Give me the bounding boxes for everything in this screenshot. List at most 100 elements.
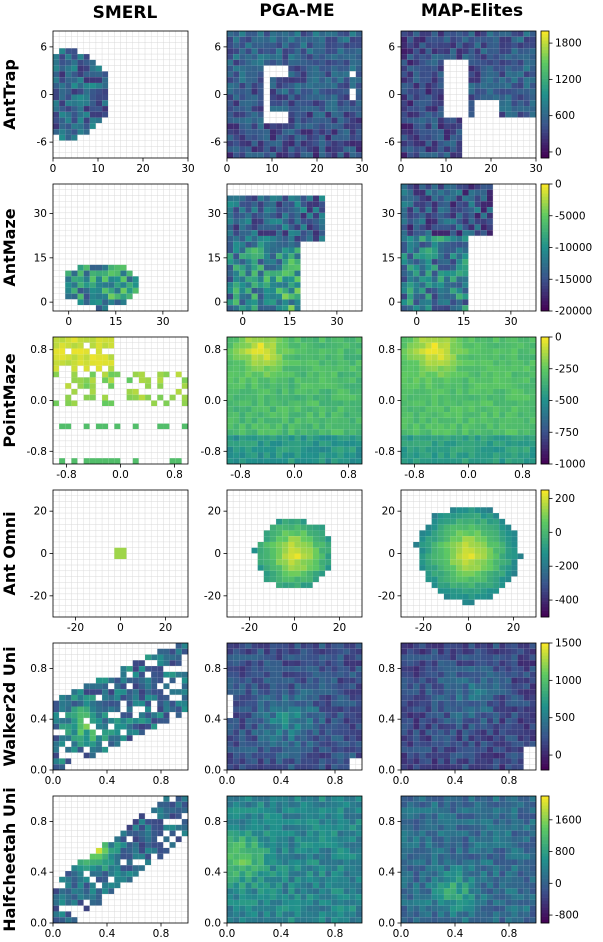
grid-cell: [401, 276, 408, 283]
grid-cell: [138, 235, 146, 242]
grid-cell: [276, 400, 283, 407]
grid-cell: [523, 152, 531, 159]
grid-cell: [449, 59, 457, 66]
grid-cell: [269, 388, 277, 395]
grid-cell: [150, 365, 158, 372]
grid-cell: [233, 282, 240, 288]
grid-cell: [95, 512, 103, 520]
grid-cell: [95, 382, 103, 390]
grid-cell: [175, 76, 183, 84]
grid-cell: [511, 342, 518, 349]
grid-cell: [83, 394, 90, 401]
grid-cell: [493, 36, 500, 43]
grid-cell: [349, 94, 357, 101]
grid-cell: [239, 412, 246, 418]
grid-cell: [227, 201, 234, 208]
grid-cell: [276, 48, 283, 55]
grid-cell: [163, 417, 170, 424]
grid-cell: [462, 218, 469, 225]
grid-cell: [401, 224, 408, 231]
grid-cell: [144, 281, 152, 289]
grid-cell: [276, 31, 283, 37]
x-tick-label: 0.8: [514, 469, 531, 481]
grid-cell: [498, 247, 506, 254]
y-tick-label: 0.8: [204, 344, 221, 356]
grid-cell: [355, 189, 363, 196]
grid-cell: [65, 337, 72, 343]
colorbar-segment: [541, 406, 549, 411]
grid-cell: [263, 140, 270, 147]
row-title: AntTrap: [0, 59, 19, 130]
grid-cell: [331, 287, 338, 294]
grid-cell: [251, 371, 258, 378]
grid-cell: [89, 36, 97, 43]
grid-cell: [59, 54, 66, 60]
grid-cell: [349, 337, 356, 343]
grid-cell: [306, 429, 313, 436]
grid-cell: [239, 354, 246, 361]
grid-cell: [95, 360, 103, 366]
grid-cell: [401, 406, 408, 413]
grid-cell: [108, 530, 115, 537]
grid-cell: [407, 276, 414, 283]
row-title: Ant Omni: [0, 511, 19, 595]
grid-cell: [498, 258, 506, 266]
grid-cell: [407, 212, 414, 219]
grid-cell: [169, 224, 176, 231]
grid-cell: [77, 547, 84, 554]
grid-cell: [492, 105, 500, 113]
grid-cell: [300, 458, 307, 464]
grid-cell: [71, 42, 78, 49]
grid-cell: [251, 377, 258, 384]
grid-cell: [227, 287, 234, 294]
grid-cell: [517, 36, 524, 43]
grid-cell: [269, 293, 277, 300]
grid-cell: [343, 71, 350, 78]
grid-cell: [462, 59, 469, 66]
grid-cell: [126, 611, 133, 618]
grid-cell: [325, 394, 332, 401]
grid-cell: [425, 146, 432, 153]
grid-cell: [431, 184, 438, 190]
grid-cell: [529, 423, 536, 430]
grid-cell: [468, 264, 475, 271]
grid-cell: [486, 354, 494, 361]
grid-cell: [325, 417, 332, 424]
grid-cell: [71, 48, 78, 55]
grid-cell: [257, 88, 264, 95]
grid-cell: [331, 365, 338, 372]
grid-cell: [163, 218, 170, 225]
grid-cell: [120, 270, 127, 277]
grid-cell: [349, 354, 356, 361]
grid-cell: [120, 247, 127, 254]
grid-cell: [233, 195, 240, 202]
grid-cell: [59, 337, 66, 343]
grid-cell: [523, 452, 530, 459]
grid-cell: [108, 371, 115, 378]
grid-cell: [288, 388, 295, 395]
grid-cell: [401, 394, 408, 401]
grid-cell: [52, 218, 60, 225]
grid-cell: [300, 201, 307, 208]
grid-cell: [413, 65, 420, 72]
grid-cell: [52, 281, 60, 289]
grid-cell: [312, 123, 320, 130]
grid-cell: [245, 129, 252, 135]
grid-cell: [498, 183, 506, 190]
grid-cell: [157, 377, 164, 384]
grid-cell: [331, 299, 338, 306]
grid-cell: [529, 406, 536, 413]
grid-cell: [181, 264, 189, 271]
grid-cell: [474, 406, 481, 413]
grid-cell: [114, 434, 121, 442]
grid-cell: [120, 201, 127, 208]
grid-cell: [517, 195, 524, 202]
grid-cell: [138, 570, 146, 577]
grid-cell: [450, 152, 457, 158]
grid-cell: [126, 128, 133, 136]
grid-cell: [523, 36, 530, 43]
grid-cell: [486, 146, 494, 153]
grid-cell: [498, 146, 506, 153]
grid-cell: [257, 183, 265, 190]
grid-cell: [517, 264, 524, 271]
